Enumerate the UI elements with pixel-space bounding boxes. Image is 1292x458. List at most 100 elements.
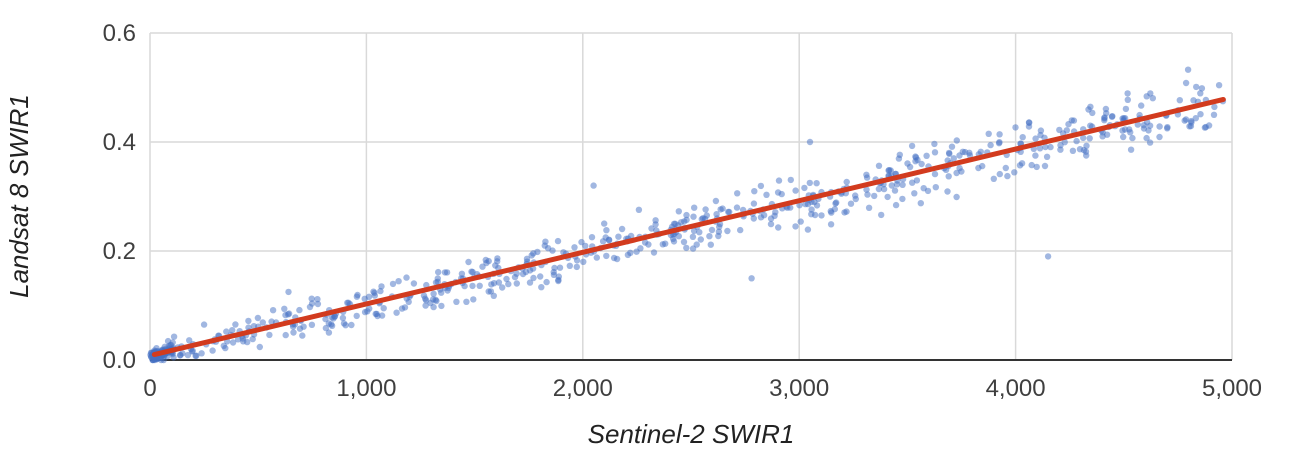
scatter-point: [737, 226, 744, 234]
scatter-point: [715, 232, 722, 240]
scatter-point: [296, 306, 303, 314]
scatter-point: [1069, 147, 1077, 154]
scatter-point: [1205, 122, 1213, 129]
scatter-point: [953, 137, 960, 144]
scatter-point: [683, 216, 690, 224]
scatter-point: [468, 268, 475, 275]
scatter-point: [923, 152, 930, 159]
scatter-point: [865, 204, 873, 211]
scatter-point: [322, 324, 330, 332]
scatter-point: [1121, 115, 1129, 122]
scatter-point: [1145, 127, 1152, 134]
scatter-point: [911, 190, 918, 197]
scatter-point: [689, 233, 697, 240]
scatter-point: [996, 131, 1003, 138]
scatter-point: [932, 184, 939, 191]
scatter-point: [945, 149, 953, 157]
scatter-point: [726, 208, 733, 216]
scatter-point: [1211, 103, 1218, 111]
scatter-point: [314, 296, 321, 303]
scatter-point: [223, 328, 230, 335]
scatter-point: [348, 321, 355, 329]
scatter-point: [153, 345, 160, 352]
scatter-point: [528, 252, 535, 259]
scatter-point: [580, 258, 587, 265]
scatter-point: [198, 350, 205, 357]
scatter-point: [503, 275, 510, 283]
scatter-point: [314, 300, 322, 308]
scatter-point: [884, 193, 891, 201]
scatter-point: [792, 223, 799, 230]
scatter-point: [931, 149, 939, 156]
scatter-point: [635, 206, 643, 213]
scatter-point: [887, 167, 894, 174]
scatter-point: [1019, 134, 1026, 141]
scatter-point: [378, 312, 386, 319]
scatter-point: [610, 254, 618, 262]
scatter-point: [893, 181, 901, 188]
scatter-point: [526, 279, 534, 286]
scatter-point: [432, 279, 440, 286]
scatter-point: [245, 317, 252, 325]
scatter-point: [398, 305, 406, 312]
scatter-point: [1122, 105, 1130, 113]
scatter-point: [690, 213, 697, 220]
y-tick-label: 0.6: [103, 20, 136, 47]
scatter-point: [306, 303, 314, 311]
scatter-point: [1127, 146, 1135, 153]
scatter-point: [1156, 123, 1163, 130]
y-tick-label: 0.2: [103, 238, 136, 265]
scatter-point: [1012, 124, 1019, 131]
scatter-point: [931, 140, 938, 148]
scatter-point: [443, 269, 451, 276]
scatter-point: [268, 318, 275, 325]
scatter-point: [1087, 103, 1094, 111]
scatter-point: [847, 200, 855, 207]
scatter-point: [796, 202, 803, 209]
scatter-point: [603, 227, 610, 234]
scatter-point: [370, 288, 377, 295]
scatter-point: [1182, 79, 1190, 87]
scatter-point: [811, 211, 819, 219]
scatter-point: [1004, 172, 1011, 180]
scatter-point: [1002, 164, 1009, 172]
scatter-point: [917, 200, 924, 207]
scatter-point: [239, 335, 246, 342]
scatter-point: [366, 305, 373, 312]
scatter-point: [843, 208, 850, 215]
scatter-point: [470, 296, 477, 303]
scatter-point: [675, 233, 682, 240]
scatter-point: [702, 206, 709, 213]
scatter-point: [372, 310, 379, 318]
scatter-point: [724, 227, 731, 235]
scatter-point: [712, 197, 720, 205]
scatter-point: [1032, 135, 1039, 142]
scatter-point: [931, 170, 939, 178]
scatter-point: [801, 184, 808, 192]
scatter-point: [875, 162, 883, 169]
scatter-point: [1143, 134, 1150, 142]
scatter-point: [953, 193, 960, 201]
scatter-point: [330, 315, 337, 322]
scatter-point: [339, 314, 347, 322]
scatter-point: [899, 195, 906, 203]
scatter-point: [1129, 134, 1136, 142]
scatter-point: [1011, 169, 1018, 176]
scatter-point: [719, 205, 726, 212]
scatter-point: [852, 192, 859, 199]
scatter-point: [813, 180, 820, 187]
scatter-point: [444, 287, 451, 294]
scatter-point: [511, 273, 519, 281]
scatter-point: [1164, 125, 1171, 132]
scatter-point: [843, 178, 850, 186]
scatter-point: [1042, 143, 1049, 151]
scatter-point: [985, 130, 992, 137]
scatter-point: [1109, 113, 1116, 120]
scatter-point: [325, 320, 332, 327]
scatter-point: [438, 302, 445, 310]
scatter-point: [1184, 66, 1192, 73]
scatter-point: [519, 270, 527, 278]
scatter-point: [774, 189, 782, 196]
scatter-point: [469, 282, 476, 290]
